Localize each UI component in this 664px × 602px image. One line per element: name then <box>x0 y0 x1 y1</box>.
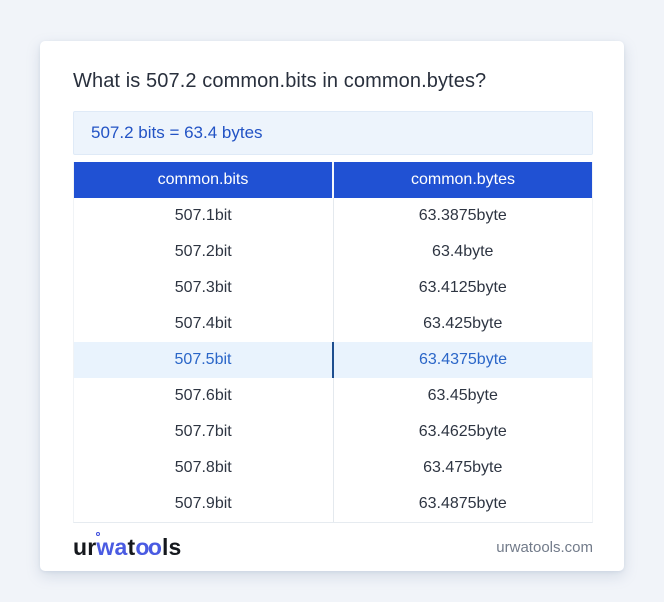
urwatools-logo[interactable]: ur wa t oo ls <box>73 531 182 561</box>
bits-cell[interactable]: 507.5bit <box>74 342 334 378</box>
table-row: 507.4bit 63.425byte <box>74 306 592 342</box>
bytes-cell: 63.3875byte <box>418 207 507 224</box>
table-row: 507.8bit 63.475byte <box>74 450 592 486</box>
bits-cell: 507.6bit <box>74 378 334 414</box>
column-header-bytes: common.bytes <box>410 171 516 188</box>
site-url: urwatools.com <box>496 538 593 556</box>
logo-text: t <box>127 533 136 560</box>
bits-cell: 507.7bit <box>74 414 334 450</box>
logo-text: ur <box>73 533 97 560</box>
table-header-row: common.bits common.bytes <box>74 162 592 198</box>
table-row: 507.1bit 63.3875byte <box>74 198 592 234</box>
logo-text: wa <box>96 533 128 560</box>
conversion-result-text: 507.2 bits = 63.4 bytes <box>91 123 263 142</box>
bytes-cell: 63.4875byte <box>418 495 507 512</box>
bytes-cell[interactable]: 63.4375byte <box>418 351 508 368</box>
bits-cell: 507.9bit <box>74 486 334 522</box>
bits-cell: 507.1bit <box>74 198 334 234</box>
bytes-cell: 63.4625byte <box>418 423 507 440</box>
table-row: 507.3bit 63.4125byte <box>74 270 592 306</box>
bits-cell: 507.2bit <box>74 234 334 270</box>
card-footer: ur wa t oo ls urwatools.com <box>73 523 593 571</box>
bits-cell: 507.8bit <box>74 450 334 486</box>
converter-card: What is 507.2 common.bits in common.byte… <box>40 41 624 571</box>
bytes-cell: 63.4byte <box>432 243 494 260</box>
logo-text: ls <box>161 533 182 560</box>
bits-cell: 507.3bit <box>74 270 334 306</box>
bytes-cell: 63.475byte <box>423 459 503 476</box>
bytes-cell: 63.425byte <box>423 315 503 332</box>
conversion-result-box: 507.2 bits = 63.4 bytes <box>73 111 593 155</box>
table-row: 507.6bit 63.45byte <box>74 378 592 414</box>
table-row: 507.7bit 63.4625byte <box>74 414 592 450</box>
logo-glasses-oo-icon: oo <box>135 533 162 560</box>
column-header-bits: common.bits <box>74 162 334 198</box>
bytes-cell: 63.45byte <box>427 387 498 404</box>
bytes-cell: 63.4125byte <box>418 279 507 296</box>
table-row: 507.2bit 63.4byte <box>74 234 592 270</box>
table-row: 507.9bit 63.4875byte <box>74 486 592 522</box>
bits-cell: 507.4bit <box>74 306 334 342</box>
logo-ring-icon <box>96 531 101 536</box>
table-row-highlighted[interactable]: 507.5bit 63.4375byte <box>74 342 592 378</box>
conversion-table: common.bits common.bytes 507.1bit 63.387… <box>73 162 593 523</box>
page-title: What is 507.2 common.bits in common.byte… <box>73 70 487 92</box>
